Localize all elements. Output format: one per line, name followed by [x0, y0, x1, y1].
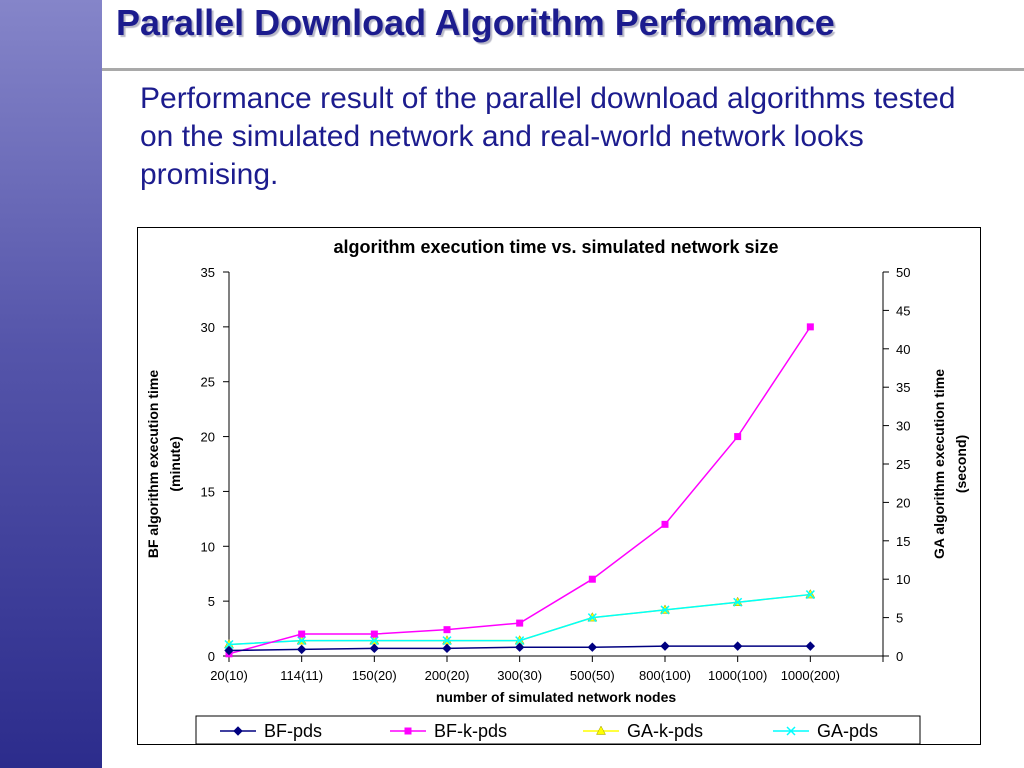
data-point-ga-pds	[297, 636, 307, 646]
legend-box	[195, 715, 921, 744]
legend-label-ga-pds: GA-pds	[817, 721, 878, 741]
right-tick-label: 40	[896, 342, 910, 357]
data-point-bf-k-pds	[443, 626, 451, 634]
right-tick-label: 45	[896, 303, 910, 318]
legend-marker-ga-k-pds	[596, 725, 606, 735]
x-tick-label: 1000(100)	[708, 668, 767, 683]
legend-label-bf-k-pds: BF-k-pds	[434, 721, 507, 741]
data-point-bf-pds	[442, 643, 452, 654]
data-point-ga-pds	[733, 597, 743, 607]
left-tick-label: 30	[201, 320, 215, 335]
data-point-bf-k-pds	[516, 619, 524, 627]
left-tick-label: 10	[201, 539, 215, 554]
data-point-bf-k-pds	[734, 433, 742, 441]
right-tick-label: 35	[896, 380, 910, 395]
x-tick-label: 1000(200)	[781, 668, 840, 683]
x-tick-label: 150(20)	[352, 668, 397, 683]
data-point-bf-pds	[805, 641, 816, 651]
right-tick-label: 5	[896, 611, 903, 626]
title-divider	[102, 0, 1024, 71]
data-point-bf-pds	[587, 642, 598, 652]
series-line-bf-k-pds	[228, 326, 811, 655]
right-tick-label: 25	[896, 457, 910, 472]
data-point-bf-k-pds	[806, 323, 814, 331]
slide-sidebar	[0, 0, 102, 768]
slide-title: Parallel Download Algorithm Performance	[116, 2, 835, 43]
left-tick-label: 15	[201, 484, 215, 499]
left-tick-label: 20	[201, 430, 215, 445]
data-point-ga-pds	[587, 613, 597, 623]
right-tick-label: 30	[896, 419, 910, 434]
legend-label-ga-k-pds: GA-k-pds	[627, 721, 703, 741]
data-point-ga-pds	[442, 636, 452, 646]
data-point-ga-pds	[660, 605, 670, 615]
data-point-bf-pds	[369, 643, 380, 654]
right-tick-label: 10	[896, 572, 910, 587]
x-axis-label: number of simulated network nodes	[436, 689, 677, 705]
right-tick-label: 50	[896, 265, 910, 280]
data-point-bf-k-pds	[588, 575, 596, 583]
data-point-ga-pds	[515, 636, 525, 646]
left-tick-label: 0	[208, 649, 215, 664]
data-point-bf-pds	[732, 641, 743, 651]
legend-marker-ga-pds	[786, 726, 796, 736]
data-point-bf-k-pds	[298, 630, 306, 638]
legend-label-bf-pds: BF-pds	[264, 721, 322, 741]
left-y-axis-label-line: BF algorithm execution time	[145, 370, 161, 558]
data-point-bf-pds	[514, 642, 525, 652]
chart-frame: algorithm execution time vs. simulated n…	[137, 227, 981, 745]
x-tick-label: 20(10)	[210, 668, 248, 683]
right-tick-label: 20	[896, 495, 910, 510]
left-tick-label: 5	[208, 594, 215, 609]
right-tick-label: 0	[896, 649, 903, 664]
x-tick-label: 800(100)	[639, 668, 691, 683]
data-point-bf-pds	[224, 645, 234, 656]
data-point-bf-k-pds	[661, 520, 669, 528]
x-tick-label: 200(20)	[425, 668, 470, 683]
x-tick-label: 114(11)	[280, 668, 323, 683]
data-point-bf-k-pds	[370, 630, 378, 638]
data-point-ga-pds	[805, 590, 815, 600]
right-y-axis-label-line: (second)	[953, 435, 969, 493]
data-point-bf-pds	[660, 641, 670, 651]
right-tick-label: 15	[896, 534, 910, 549]
line-chart: algorithm execution time vs. simulated n…	[145, 237, 969, 744]
legend-marker-bf-k-pds	[404, 727, 412, 735]
left-tick-label: 25	[201, 375, 215, 390]
data-point-bf-pds	[296, 644, 307, 655]
data-point-ga-pds	[369, 636, 379, 646]
left-y-axis-label: BF algorithm execution time (minute)	[145, 370, 183, 558]
right-y-axis-label-line: GA algorithm execution time	[931, 369, 947, 559]
slide-body-text: Performance result of the parallel downl…	[140, 82, 956, 191]
left-y-axis-label-line: (minute)	[167, 436, 183, 491]
data-point-ga-pds	[224, 639, 234, 650]
x-tick-label: 300(30)	[497, 668, 542, 683]
legend-marker-bf-pds	[233, 726, 243, 736]
left-tick-label: 35	[201, 265, 215, 280]
chart-title: algorithm execution time vs. simulated n…	[333, 237, 778, 257]
x-tick-label: 500(50)	[570, 668, 615, 683]
right-y-axis-label: GA algorithm execution time (second)	[931, 369, 969, 559]
